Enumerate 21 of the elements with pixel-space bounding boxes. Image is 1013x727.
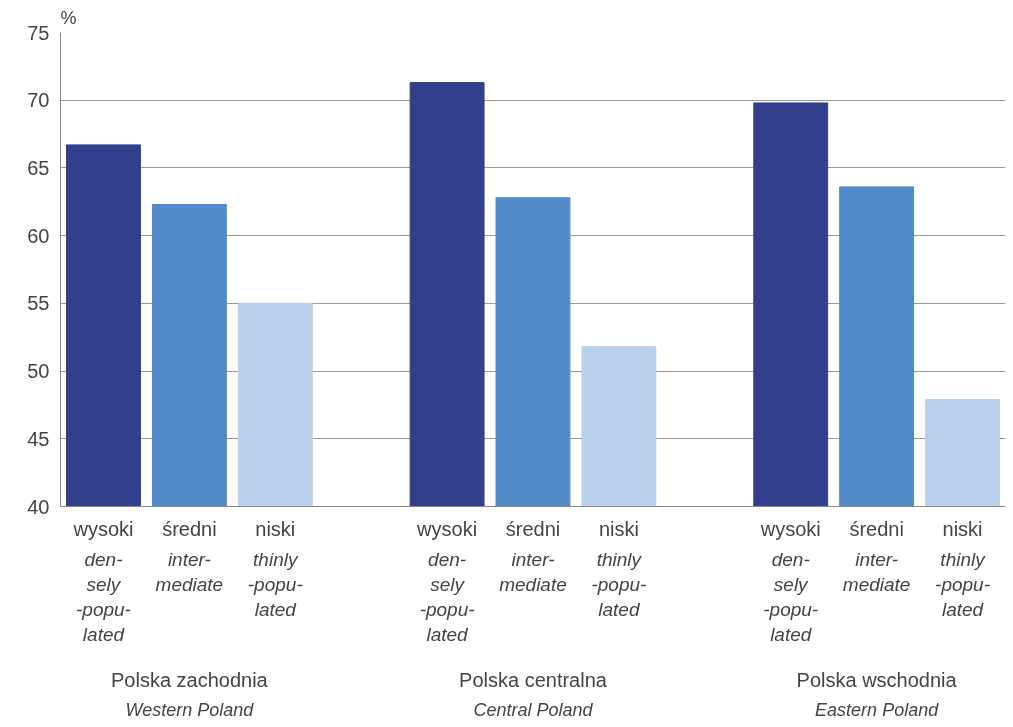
y-axis-title: % bbox=[60, 7, 77, 28]
category-label: średni inter- mediate bbox=[842, 517, 911, 595]
category-label: niski thinly -popu- lated bbox=[591, 517, 647, 620]
category-label: wysoki den- sely -popu- lated bbox=[417, 517, 478, 646]
category-label: średni inter- mediate bbox=[499, 517, 567, 595]
y-tick-label: 75 bbox=[27, 21, 50, 44]
y-tick-label: 70 bbox=[27, 89, 50, 112]
category-label: średni inter- mediate bbox=[155, 517, 224, 595]
y-tick-label: 65 bbox=[27, 156, 50, 179]
category-label: niski thinly -popu- lated bbox=[935, 517, 991, 620]
text: Polska zachodnia Western Poland bbox=[110, 668, 268, 720]
y-tick-label: 45 bbox=[27, 427, 50, 450]
y-tick-label: 40 bbox=[27, 495, 50, 518]
y-tick-label: 55 bbox=[27, 292, 50, 315]
text: Polska wschodnia Eastern Poland bbox=[796, 668, 957, 720]
category-label: niski thinly -popu- lated bbox=[247, 517, 303, 620]
category-label: wysoki den- sely -popu- lated bbox=[760, 517, 821, 646]
y-tick-label: 60 bbox=[27, 224, 50, 247]
category-label: wysoki den- sely -popu- lated bbox=[73, 517, 134, 646]
text: Polska centralna Central Poland bbox=[459, 668, 607, 720]
y-tick-label: 50 bbox=[27, 360, 50, 383]
